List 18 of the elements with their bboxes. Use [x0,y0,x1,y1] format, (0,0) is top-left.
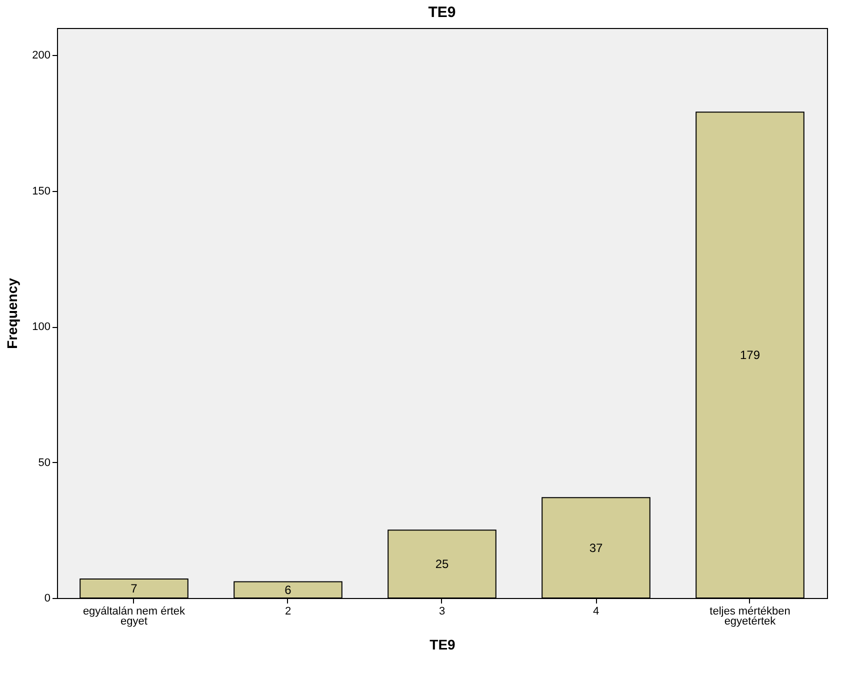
x-tick-label: 3 [438,606,446,618]
chart-title: TE9 [428,4,456,21]
data-label: 37 [589,540,603,555]
y-tick-label: 0 [44,592,50,604]
data-label: 7 [130,582,138,596]
y-tick-label: 150 [32,185,50,198]
x-axis-title: TE9 [430,636,456,652]
y-tick-label: 200 [32,50,50,62]
x-tick-label: 2 [284,606,292,618]
x-tick-label: egyáltalán nem értek egyet [82,606,186,628]
y-tick-label: 100 [32,321,50,334]
data-label: 25 [435,557,449,572]
x-tick-label: teljes mértékben egyetértek [710,606,790,628]
y-axis-title: Frequency [4,278,20,349]
x-tick-label: 4 [592,606,600,618]
data-label: 179 [740,348,760,362]
data-label: 6 [284,582,292,597]
y-tick-label: 50 [38,456,50,469]
